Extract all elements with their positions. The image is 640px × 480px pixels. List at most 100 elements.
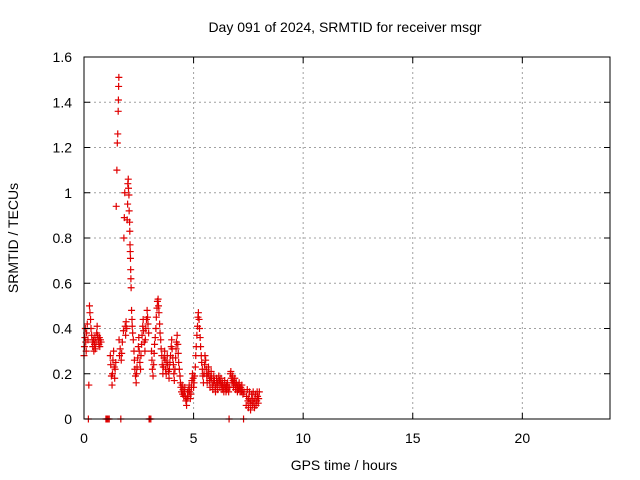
data-point (190, 379, 198, 387)
data-point (123, 325, 131, 332)
data-point (170, 370, 178, 378)
x-tick-label: 20 (515, 430, 531, 446)
data-point (121, 189, 129, 197)
data-point (191, 372, 199, 380)
data-point (127, 275, 135, 283)
data-point (118, 349, 126, 357)
data-point (125, 191, 133, 199)
data-point (114, 107, 122, 115)
data-point (155, 302, 163, 310)
data-point (133, 370, 141, 378)
data-point (161, 347, 169, 355)
data-point (133, 363, 141, 371)
data-point (155, 309, 163, 317)
data-point (173, 331, 181, 339)
data-point (114, 130, 122, 138)
data-point (141, 336, 149, 344)
data-point (207, 367, 215, 375)
y-tick-label: 0.6 (53, 275, 73, 291)
data-point (138, 331, 146, 339)
data-point (156, 329, 164, 337)
data-point (118, 338, 126, 346)
data-point (128, 322, 136, 330)
data-point (129, 336, 137, 344)
data-point (197, 343, 205, 351)
y-tick-label: 0 (64, 411, 72, 427)
data-point (144, 313, 152, 321)
data-point (87, 315, 95, 323)
data-point (126, 218, 134, 226)
data-point (201, 361, 209, 369)
data-point (128, 315, 136, 323)
data-point (108, 381, 116, 389)
x-tick-label: 15 (405, 430, 421, 446)
data-point (165, 374, 173, 382)
data-point (202, 356, 210, 364)
data-point (174, 340, 182, 348)
y-axis-label: SRMTID / TECUs (5, 183, 21, 293)
grid (84, 57, 610, 419)
data-point (148, 365, 156, 373)
data-point (136, 358, 144, 366)
data-point (126, 254, 134, 262)
data-point (125, 207, 133, 215)
data-point (194, 309, 202, 317)
data-point (172, 345, 180, 353)
data-point (113, 166, 121, 174)
data-point (195, 315, 203, 323)
data-point (96, 343, 104, 351)
data-point (148, 356, 156, 364)
data-point (227, 367, 235, 375)
data-point (120, 234, 128, 242)
data-point (183, 401, 191, 409)
data-point (187, 390, 195, 398)
data-point (129, 329, 137, 337)
data-point (126, 241, 134, 249)
data-point (255, 395, 263, 403)
data-point (174, 349, 182, 357)
data-point (127, 284, 135, 292)
data-point (154, 295, 162, 303)
data-point (122, 318, 130, 326)
data-point (126, 248, 134, 256)
data-point (151, 340, 159, 348)
data-point (204, 363, 212, 371)
chart-title: Day 091 of 2024, SRMTID for receiver msg… (208, 19, 481, 35)
data-point (143, 306, 151, 314)
data-point (132, 379, 140, 387)
data-point (196, 325, 204, 332)
y-tick-label: 0.4 (53, 321, 73, 337)
data-point (170, 377, 178, 385)
data-point (217, 374, 225, 382)
data-point (116, 345, 124, 353)
data-point (93, 322, 101, 330)
x-tick-label: 5 (190, 430, 198, 446)
x-tick-label: 0 (80, 430, 88, 446)
data-point (231, 374, 239, 382)
y-tick-label: 0.8 (53, 230, 73, 246)
data-point (122, 331, 130, 339)
data-point (181, 383, 189, 391)
data-point (128, 306, 136, 314)
data-point (124, 200, 132, 208)
y-tick-label: 1.4 (53, 94, 73, 110)
y-tick-label: 0.2 (53, 366, 73, 382)
data-point (175, 358, 183, 366)
data-point (111, 374, 119, 382)
data-point (137, 352, 145, 360)
data-point (112, 358, 120, 366)
data-point (85, 381, 93, 389)
data-point (150, 361, 158, 369)
data-point (83, 320, 91, 328)
axis-ticks (83, 56, 610, 420)
data-point (152, 325, 160, 332)
data-point (175, 365, 183, 373)
data-point (115, 82, 123, 90)
data-point (196, 334, 204, 342)
data-point (127, 266, 135, 274)
data-point (151, 334, 159, 342)
data-point (156, 320, 164, 328)
data-point (97, 338, 105, 346)
data-point (172, 354, 180, 362)
